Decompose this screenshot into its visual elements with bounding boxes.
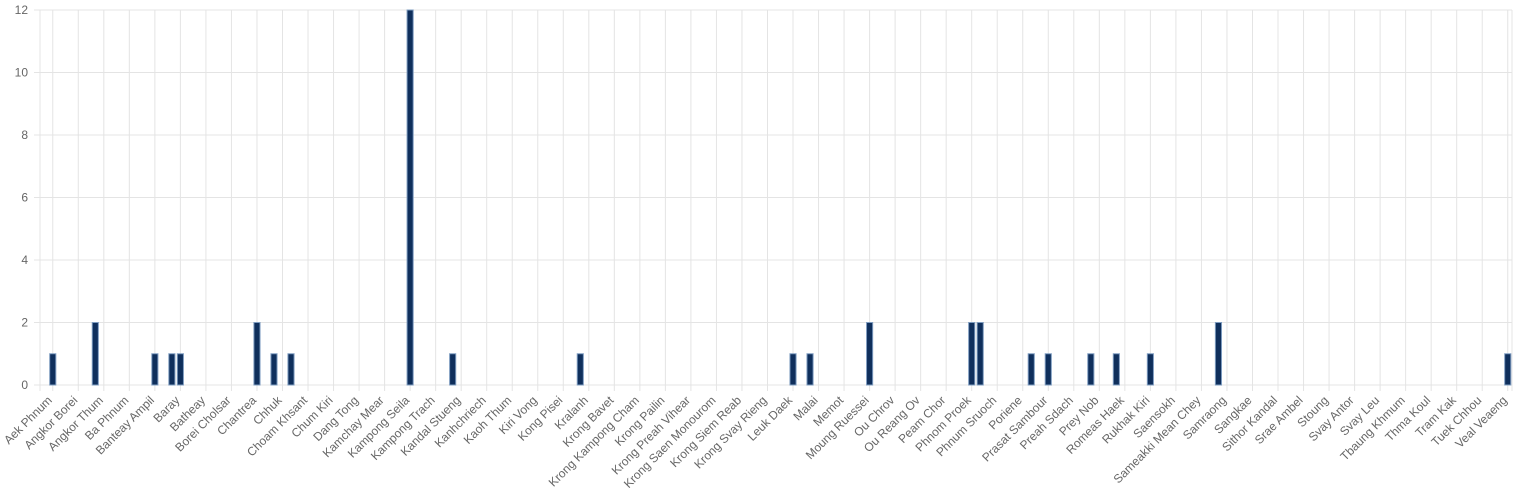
y-tick-label: 10: [15, 66, 29, 80]
bar: [406, 9, 414, 386]
y-tick-label: 4: [21, 253, 28, 267]
bar: [1214, 322, 1223, 386]
bar: [287, 353, 295, 386]
bar: [1027, 353, 1035, 386]
bar: [1044, 353, 1052, 386]
y-tick-label: 6: [21, 191, 28, 205]
bar: [270, 353, 278, 386]
bar: [168, 353, 176, 386]
bar: [1112, 353, 1120, 386]
bar: [176, 353, 184, 386]
bar: [789, 353, 797, 386]
bar: [866, 322, 874, 386]
bar: [806, 353, 814, 386]
bar: [49, 353, 57, 386]
bar: [576, 353, 584, 386]
bar: [976, 322, 984, 386]
bar: [91, 322, 99, 386]
bar: [449, 353, 457, 386]
bar: [1504, 353, 1512, 386]
y-tick-label: 8: [21, 128, 28, 142]
bar: [968, 322, 976, 386]
y-tick-label: 0: [21, 378, 28, 392]
y-tick-label: 2: [21, 316, 28, 330]
bar: [1087, 353, 1095, 386]
bar: [151, 353, 159, 386]
bar: [253, 322, 261, 386]
y-tick-label: 12: [15, 3, 29, 17]
bar: [1146, 353, 1154, 386]
